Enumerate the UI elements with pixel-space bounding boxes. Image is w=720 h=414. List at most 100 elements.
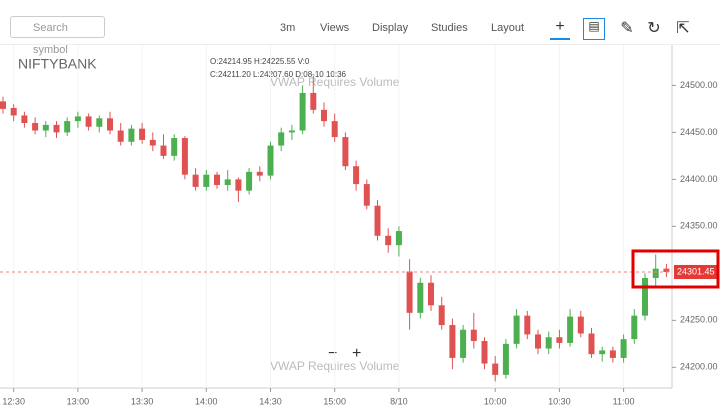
x-tick-label: 12:30 (2, 396, 25, 406)
candle-body (32, 122, 39, 131)
candle-body (321, 109, 327, 122)
candle-body (438, 305, 445, 326)
candle-body (428, 282, 434, 306)
candle-body (502, 343, 509, 375)
candle-body (107, 118, 113, 131)
candle-body (128, 128, 135, 142)
menu[interactable]: Views (320, 22, 350, 34)
candle-body (246, 171, 253, 191)
candle-body (53, 124, 60, 133)
candle-body (192, 174, 199, 187)
candle-body (567, 316, 574, 343)
candle-body (342, 137, 349, 167)
candle-body (620, 339, 627, 358)
candle-body (492, 363, 499, 375)
y-tick-label: 24350.00 (680, 221, 718, 231)
menu[interactable]: Layout (491, 22, 525, 34)
candle-body (310, 92, 317, 110)
ohlc-info: O:24214.95 H:24225.55 V:0 (210, 57, 310, 66)
comment-button[interactable]: ▤ (583, 18, 605, 40)
last-price-label: 24301.45 (677, 266, 715, 276)
last-price-box (674, 264, 718, 279)
candle-body (224, 179, 231, 186)
candle-body (353, 166, 360, 185)
candle-body (278, 132, 285, 146)
x-tick-label: 14:30 (259, 396, 282, 406)
candle-body (449, 325, 456, 358)
draw-button[interactable]: ✎ (620, 20, 634, 37)
candle-body (631, 315, 638, 340)
candle-body (149, 139, 156, 146)
candle-body (181, 138, 188, 175)
candle-body (513, 315, 520, 344)
menu[interactable]: Studies (431, 22, 468, 34)
candle-body (652, 268, 659, 279)
x-tick-label: 10:30 (548, 396, 571, 406)
candle-body (288, 130, 295, 133)
crosshair-button[interactable]: + (550, 18, 570, 40)
candle-body (545, 337, 552, 349)
candle-body (363, 184, 370, 206)
candle-body (171, 138, 178, 156)
share-button[interactable]: ⇱ (676, 20, 690, 37)
candle-body (160, 145, 167, 156)
candle-body (535, 334, 541, 349)
candle-body (203, 174, 210, 187)
candle-body (417, 282, 424, 313)
candle-body (663, 268, 670, 272)
candle-body (96, 118, 103, 127)
candle-body (556, 337, 563, 343)
y-tick-label: 24250.00 (680, 315, 718, 325)
x-tick-label: 11:00 (613, 396, 635, 406)
candle-body (395, 231, 402, 246)
y-tick-label: 24500.00 (680, 80, 718, 90)
y-tick-label: 24200.00 (680, 362, 718, 372)
highlight-box (631, 249, 720, 289)
candle-body (481, 341, 488, 364)
ohlc-info: C:24211.20 L:24207.60 D:08-10 10:36 (210, 70, 347, 79)
candle-body (577, 316, 584, 334)
candle-body (299, 92, 306, 131)
candle-body (588, 333, 595, 355)
candle-body (139, 128, 146, 140)
candle-body (256, 171, 263, 176)
symbol: NIFTYBANK (18, 56, 97, 72)
y-tick-label: 24450.00 (680, 127, 718, 137)
zoom-out[interactable]: − (328, 345, 337, 362)
candle-body (406, 271, 413, 313)
candle-body (524, 315, 531, 335)
candle-body (10, 107, 17, 116)
x-tick-label: 8/10 (390, 396, 408, 406)
zoom-in[interactable]: + (352, 345, 361, 362)
search-box[interactable]: Search symbol (10, 16, 105, 56)
x-tick-label: 10:00 (484, 396, 507, 406)
candle-body (214, 174, 220, 186)
candle-body (64, 121, 71, 133)
candle-body (85, 116, 92, 127)
candle-body (74, 116, 81, 122)
y-tick-label: 24400.00 (680, 174, 718, 184)
candle-body (267, 145, 274, 176)
x-tick-label: 15:00 (323, 396, 346, 406)
candle-body (21, 115, 28, 123)
x-tick-label: 13:00 (67, 396, 90, 406)
candle-body (42, 124, 49, 131)
toolbar: Search symbol 3m Views Display Studies L… (0, 0, 720, 56)
candle-body (642, 278, 648, 316)
x-tick-label: 14:00 (195, 396, 218, 406)
candle-body (470, 329, 477, 342)
x-tick-label: 13:30 (131, 396, 154, 406)
refresh-button[interactable]: ↻ (647, 20, 661, 37)
candle-body (385, 235, 392, 246)
menu[interactable]: 3m (280, 22, 296, 34)
candle-body (609, 350, 616, 358)
candle-body (235, 179, 242, 191)
candle-body (0, 101, 6, 109)
candle-body (117, 130, 124, 142)
candle-body (460, 329, 467, 358)
candle-body (599, 350, 606, 355)
candle-body (331, 121, 338, 138)
menu[interactable]: Display (372, 22, 409, 34)
